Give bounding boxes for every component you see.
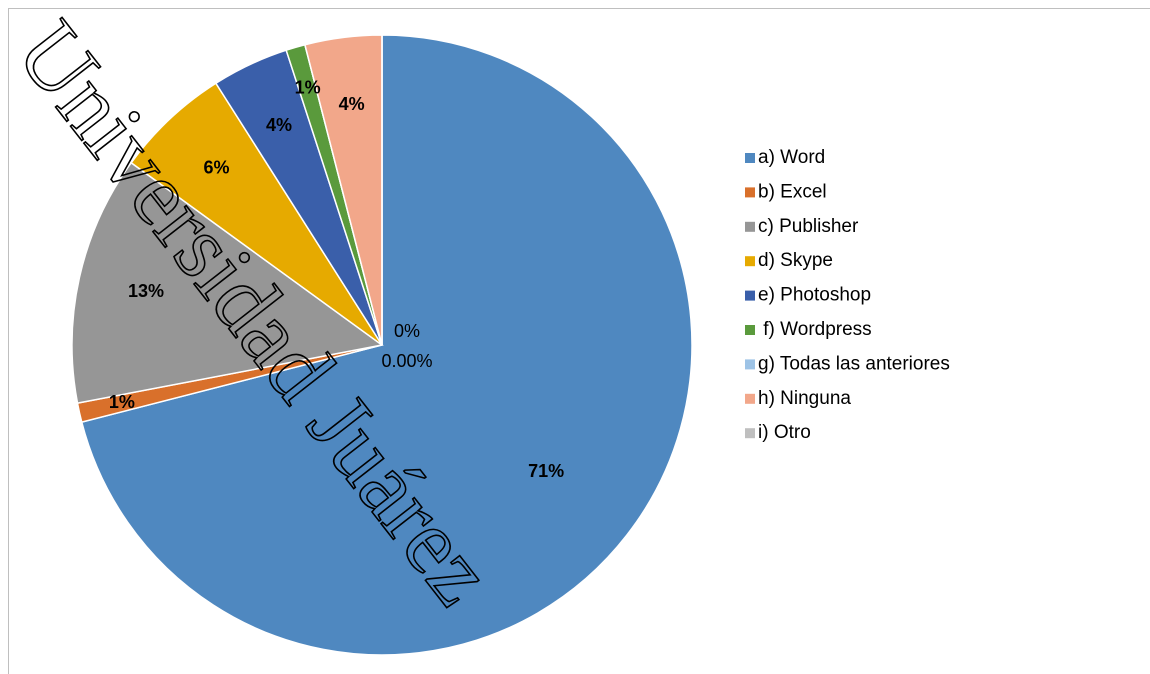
legend-label: g) Todas las anteriores (758, 353, 950, 374)
value-label: 4% (339, 94, 365, 114)
legend-label: h) Ninguna (758, 388, 851, 409)
value-label: 0% (394, 321, 420, 341)
legend-swatch (745, 153, 755, 163)
legend-label: a) Word (758, 147, 825, 168)
value-label: 71% (528, 461, 564, 481)
legend-label: e) Photoshop (758, 285, 871, 306)
legend-swatch (745, 393, 755, 404)
value-label: 1% (295, 78, 321, 98)
legend-swatch (745, 256, 755, 267)
legend-label: i) Otro (758, 422, 811, 443)
chart-border (8, 8, 1150, 674)
legend-label: f) Wordpress (758, 319, 872, 340)
legend-label: b) Excel (758, 181, 827, 202)
value-label: 1% (109, 392, 135, 412)
pie (71, 34, 693, 656)
legend-swatch (745, 221, 755, 232)
legend: a) Word b) Excel c) Publisher d) Skype e) Ph… (745, 147, 950, 443)
value-label: 4% (266, 115, 292, 135)
legend-swatch (745, 428, 755, 439)
legend-swatch (745, 325, 755, 335)
legend-label: c) Publisher (758, 216, 859, 237)
legend-label: d) Skype (758, 250, 833, 271)
value-labels: 71%1%13%6%4%1%0%4%0.00% (109, 78, 564, 481)
pie-slice (80, 34, 693, 656)
pie-slice (71, 161, 384, 404)
value-label: 6% (203, 157, 229, 177)
value-label: 13% (128, 281, 164, 301)
legend-swatch (745, 290, 755, 301)
value-label: 0.00% (381, 351, 432, 371)
legend-swatch (745, 359, 755, 370)
legend-swatch (745, 187, 755, 198)
